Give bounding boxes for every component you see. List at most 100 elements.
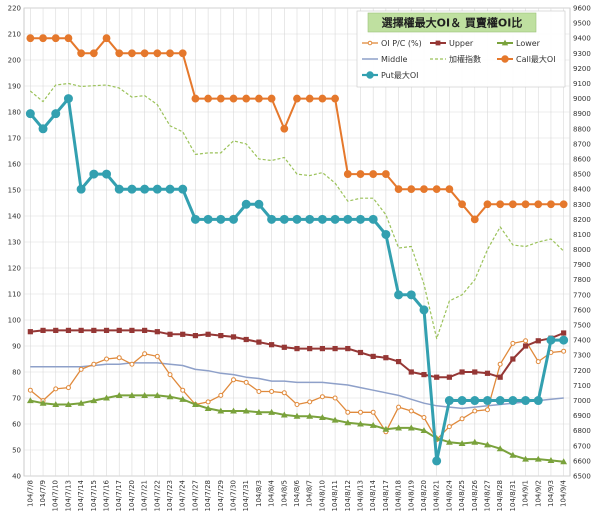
x-tick-label: 104/7/21 xyxy=(141,480,149,511)
x-tick-label: 104/7/9 xyxy=(39,480,47,507)
data-point xyxy=(305,94,314,103)
data-point xyxy=(256,389,262,394)
right-tick-label: 7400 xyxy=(573,337,591,345)
legend-label: Lower xyxy=(516,39,541,48)
right-tick-label: 9100 xyxy=(573,80,591,88)
data-point xyxy=(420,427,428,434)
data-point xyxy=(445,185,454,194)
data-point xyxy=(407,185,416,194)
data-point xyxy=(153,392,161,398)
legend-item: Put最大OI xyxy=(362,70,419,80)
left-tick-label: 70 xyxy=(12,395,21,403)
x-tick-label: 104/8/26 xyxy=(471,479,479,511)
data-point xyxy=(129,361,135,367)
data-point xyxy=(434,374,440,380)
x-tick-label: 104/8/17 xyxy=(382,480,390,511)
data-point xyxy=(269,389,275,394)
right-axis-ticks: 6500 6600 6700 6800 6900 7000 7100 7200 7300 7400… xyxy=(573,5,591,481)
data-point xyxy=(559,200,568,209)
data-point xyxy=(154,353,160,359)
x-tick-label: 104/8/5 xyxy=(280,480,288,507)
data-point xyxy=(216,94,225,103)
data-point xyxy=(547,200,555,209)
data-point xyxy=(254,199,264,209)
right-tick-label: 7700 xyxy=(573,291,591,299)
right-tick-label: 8300 xyxy=(573,201,591,209)
data-point xyxy=(370,353,376,359)
left-tick-label: 160 xyxy=(8,161,21,169)
data-point xyxy=(356,170,365,178)
x-tick-label: 104/9/2 xyxy=(534,480,542,507)
data-point xyxy=(408,408,414,414)
data-point xyxy=(446,374,452,380)
right-tick-label: 7800 xyxy=(573,276,591,284)
data-point xyxy=(280,411,288,418)
left-tick-label: 150 xyxy=(8,187,21,195)
x-tick-label: 104/7/28 xyxy=(204,480,212,511)
data-point xyxy=(128,49,136,58)
x-tick-label: 104/7/20 xyxy=(128,480,136,511)
right-tick-label: 9400 xyxy=(573,35,591,43)
data-point xyxy=(559,335,569,345)
data-point xyxy=(242,94,251,103)
data-point xyxy=(39,34,47,43)
x-tick-label: 104/8/21 xyxy=(433,480,441,511)
data-point xyxy=(39,399,47,406)
data-point xyxy=(446,424,452,430)
data-point xyxy=(179,395,187,402)
data-point xyxy=(383,355,389,361)
data-point xyxy=(396,404,402,410)
x-tick-label: 104/7/8 xyxy=(26,480,34,507)
data-point xyxy=(508,396,518,406)
data-point xyxy=(344,419,352,426)
x-tick-label: 104/8/10 xyxy=(318,480,326,511)
x-tick-label: 104/8/28 xyxy=(496,480,504,511)
data-point xyxy=(127,184,137,194)
data-point xyxy=(521,396,531,406)
data-point xyxy=(230,407,237,414)
data-point xyxy=(218,392,224,398)
data-point xyxy=(63,94,73,104)
data-point xyxy=(472,369,478,375)
x-tick-label: 104/8/27 xyxy=(483,480,491,511)
data-point xyxy=(445,438,453,445)
x-tick-label: 104/8/20 xyxy=(420,480,428,511)
chart-title: 選擇權最大OI＆ 買賣權OI比 xyxy=(382,16,523,30)
x-axis-ticks: 104/7/8 104/7/9 104/7/10 104/7/13 104/7/14 10… xyxy=(26,479,567,511)
data-point xyxy=(357,420,364,427)
legend-item: Middle xyxy=(362,55,408,64)
data-point xyxy=(243,336,249,343)
data-point xyxy=(457,396,467,406)
data-point xyxy=(178,49,187,58)
data-point xyxy=(421,372,427,378)
right-tick-label: 8600 xyxy=(573,155,591,163)
data-point xyxy=(140,184,150,194)
data-point xyxy=(280,124,289,133)
data-point xyxy=(496,445,504,452)
legend-item: Upper xyxy=(430,39,474,48)
data-point xyxy=(40,327,46,333)
data-point xyxy=(343,214,353,224)
x-tick-label: 104/8/19 xyxy=(407,480,415,511)
x-tick-label: 104/7/22 xyxy=(153,480,161,511)
data-point xyxy=(307,346,313,352)
data-point xyxy=(370,409,376,415)
data-point xyxy=(103,394,110,401)
data-point xyxy=(26,397,34,404)
data-point xyxy=(292,214,302,224)
data-point xyxy=(458,440,466,447)
data-point xyxy=(204,94,213,103)
data-point xyxy=(180,331,186,337)
right-tick-label: 6800 xyxy=(573,427,591,435)
data-point xyxy=(332,346,338,352)
data-point xyxy=(459,369,465,375)
data-point xyxy=(90,397,98,404)
data-point xyxy=(51,109,61,119)
left-tick-label: 60 xyxy=(12,421,21,429)
data-point xyxy=(167,331,173,337)
data-point xyxy=(533,396,543,406)
data-point xyxy=(458,200,466,209)
data-point xyxy=(470,396,480,406)
right-tick-label: 8800 xyxy=(573,125,591,133)
x-tick-label: 104/7/24 xyxy=(179,479,187,511)
